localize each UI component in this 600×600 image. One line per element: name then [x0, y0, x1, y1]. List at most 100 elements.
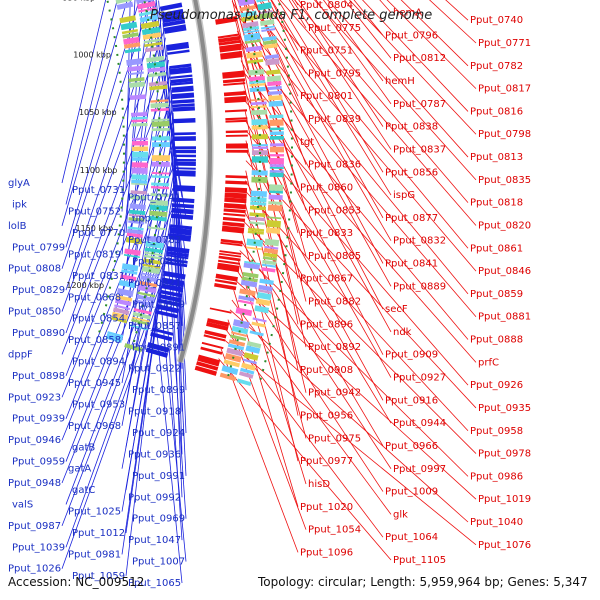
gene-label-forward: Pput_0859: [470, 289, 523, 300]
leader-forward: [259, 0, 384, 219]
cog-track-forward: [251, 125, 268, 130]
cog-track-reverse: [151, 155, 170, 162]
reverse-strand-genes: [173, 154, 196, 158]
reverse-strand-genes: [169, 227, 192, 236]
leader-reverse: [61, 0, 128, 226]
cog-track-reverse: [138, 6, 157, 13]
gene-label-forward: Pput_0978: [478, 449, 531, 460]
forward-strand-genes: [222, 70, 245, 79]
gene-label-reverse: Pput_0819: [68, 249, 121, 260]
gene-label-reverse: Pput_0959: [12, 457, 65, 468]
cog-track-outer: [269, 170, 284, 173]
cog-track-forward: [244, 260, 261, 265]
cog-track-reverse: [151, 127, 170, 132]
cog-track-outer: [267, 204, 283, 212]
leader-reverse: [65, 7, 161, 291]
cog-track-reverse: [131, 318, 150, 326]
cog-track-inner: [123, 36, 140, 45]
forward-strand-genes: [225, 149, 248, 153]
gene-label-forward: Pput_0740: [470, 15, 523, 26]
cog-track-inner: [115, 294, 133, 302]
cog-track-reverse: [140, 275, 159, 283]
gene-label-forward: Pput_0896: [300, 319, 353, 330]
forward-strand-genes: [203, 334, 226, 342]
cog-track-reverse: [124, 343, 143, 353]
leader-forward: [313, 0, 477, 181]
cog-track-forward: [250, 190, 267, 198]
gene-label-forward: Pput_0966: [385, 441, 438, 452]
gene-label-reverse: Pput_0953: [72, 399, 125, 410]
gene-label-reverse: Pput_0770: [72, 228, 125, 239]
gene-label-reverse: Pput_0799: [12, 242, 65, 253]
cog-track-inner: [105, 333, 123, 343]
cog-track-inner: [127, 71, 144, 76]
forward-strand-genes: [214, 279, 238, 285]
leader-forward: [223, 338, 477, 546]
cog-track-inner: [129, 203, 146, 210]
forward-strand-genes: [215, 15, 238, 25]
scale-ticks: [96, 0, 294, 386]
gene-label-reverse: dppF: [8, 349, 33, 360]
gene-label-reverse: Pput_0857: [128, 321, 181, 332]
cog-track-outer: [238, 371, 254, 379]
cog-track-reverse: [136, 294, 155, 303]
cog-track-reverse: [139, 280, 158, 288]
gene-label-reverse: Pput_0821: [128, 278, 181, 289]
reverse-strand-genes: [167, 246, 190, 254]
forward-strand-genes: [223, 212, 246, 217]
cog-track-forward: [251, 118, 268, 126]
reverse-strand-genes: [173, 118, 196, 124]
cog-track-outer: [267, 85, 282, 91]
gene-label-forward: Pput_0801: [300, 91, 353, 102]
cog-track-inner: [131, 174, 148, 181]
leader-forward: [260, 0, 469, 249]
cog-track-reverse: [143, 254, 163, 260]
reverse-strand-genes: [150, 332, 173, 342]
cog-track-outer: [255, 298, 271, 306]
cog-track-outer: [256, 291, 272, 301]
cog-track-inner: [128, 213, 145, 218]
reverse-strand-genes: [173, 132, 196, 136]
cog-track-forward: [248, 221, 265, 225]
cog-track-outer: [269, 157, 284, 165]
leader-reverse: [125, 0, 131, 191]
gene-label-reverse: Pput_0946: [8, 435, 61, 446]
forward-strand-genes: [224, 187, 248, 194]
cog-track-reverse: [141, 272, 160, 278]
gene-label-forward: Pput_1019: [478, 494, 531, 505]
cog-track-forward: [249, 83, 266, 87]
forward-strand-genes: [206, 318, 230, 327]
leader-forward: [225, 329, 384, 538]
gene-label-forward: Pput_0817: [478, 84, 531, 95]
leader-forward: [244, 190, 469, 432]
cog-track-outer: [236, 378, 252, 386]
gene-label-reverse: Pput_0898: [12, 371, 65, 382]
gene-label-forward: Pput_0796: [385, 30, 438, 41]
gene-label-reverse: upp: [132, 214, 151, 225]
gene-label-forward: secF: [385, 304, 408, 315]
leader-forward: [279, 0, 477, 226]
forward-strand-genes: [225, 119, 248, 123]
forward-strand-genes: [206, 321, 229, 331]
reverse-strand-genes: [168, 233, 192, 242]
cog-track-outer: [252, 317, 267, 323]
gene-label-forward: Pput_0877: [385, 213, 438, 224]
leader-reverse: [65, 188, 174, 462]
gene-label-reverse: Pput_0936: [128, 449, 181, 460]
gene-label-forward: Pput_0838: [385, 122, 438, 133]
leader-forward: [239, 250, 469, 477]
cog-track-inner: [131, 116, 148, 120]
gene-label-forward: Pput_0986: [470, 471, 523, 482]
cog-track-inner: [111, 311, 129, 320]
cog-track-outer: [268, 100, 283, 107]
cog-track-forward: [247, 58, 264, 64]
reverse-strand-genes: [173, 158, 196, 162]
cog-track-inner: [126, 58, 143, 66]
reverse-strand-genes: [173, 170, 196, 177]
reverse-strand-genes: [163, 270, 186, 280]
cog-track-inner: [131, 140, 148, 146]
gene-labels: 700 kbp750 kbp800 kbp850 kbp900 kbp950 k…: [8, 0, 531, 589]
cog-track-forward: [250, 105, 267, 109]
gene-label-forward: tgt: [300, 137, 314, 148]
